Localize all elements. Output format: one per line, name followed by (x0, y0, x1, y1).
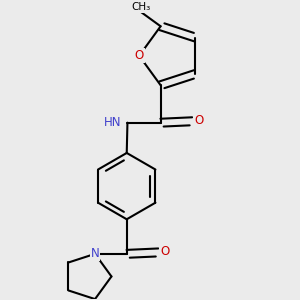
Text: O: O (194, 114, 203, 127)
Text: O: O (160, 245, 170, 258)
Text: CH₃: CH₃ (132, 2, 151, 12)
Text: O: O (135, 49, 144, 62)
Text: HN: HN (103, 116, 121, 129)
Text: N: N (91, 248, 99, 260)
